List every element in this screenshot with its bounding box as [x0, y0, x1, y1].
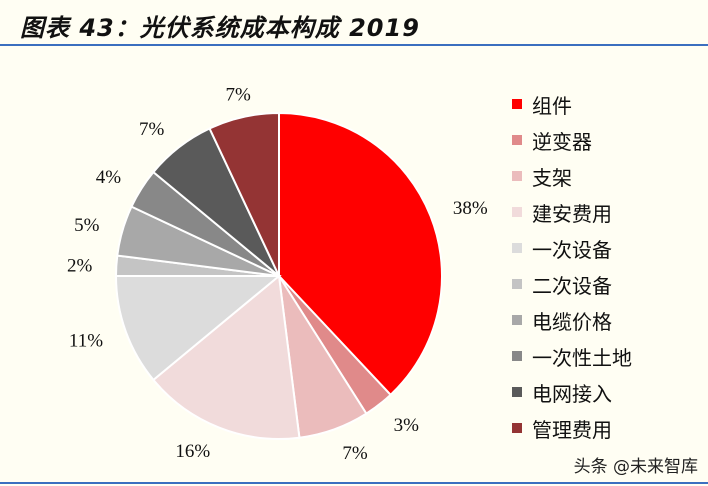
legend-item-8: 电网接入: [512, 374, 632, 410]
legend-swatch-5: [512, 279, 522, 289]
legend-swatch-1: [512, 135, 522, 145]
legend-item-1: 逆变器: [512, 122, 632, 158]
slice-label-8: 7%: [139, 119, 165, 140]
legend-swatch-6: [512, 315, 522, 325]
legend-label-1: 逆变器: [532, 129, 592, 154]
legend-swatch-7: [512, 351, 522, 361]
slice-label-4: 11%: [69, 330, 103, 351]
legend-swatch-9: [512, 423, 522, 433]
legend-label-0: 组件: [532, 93, 572, 118]
legend-item-4: 一次设备: [512, 230, 632, 266]
legend-label-7: 一次性土地: [532, 345, 632, 370]
pie-slice-4: [114, 275, 282, 382]
legend: 组件逆变器支架建安费用一次设备二次设备电缆价格一次性土地电网接入管理费用: [512, 86, 632, 446]
pie-slice-0: [278, 111, 443, 397]
legend-swatch-8: [512, 387, 522, 397]
title-divider: [0, 44, 708, 46]
legend-swatch-4: [512, 243, 522, 253]
legend-item-3: 建安费用: [512, 194, 632, 230]
slice-label-9: 7%: [226, 85, 252, 106]
slice-label-0: 38%: [453, 198, 488, 219]
legend-swatch-3: [512, 207, 522, 217]
chart-title: 图表 43：光伏系统成本构成 2019: [20, 14, 420, 42]
slice-label-6: 5%: [74, 215, 100, 236]
pie-slice-3: [151, 274, 301, 440]
legend-swatch-0: [512, 99, 522, 109]
legend-item-6: 电缆价格: [512, 302, 632, 338]
legend-label-2: 支架: [532, 165, 572, 190]
legend-item-2: 支架: [512, 158, 632, 194]
slice-label-2: 7%: [342, 443, 368, 464]
legend-item-0: 组件: [512, 86, 632, 122]
watermark: 头条 @未来智库: [573, 457, 698, 477]
legend-label-4: 一次设备: [532, 237, 612, 262]
slice-label-1: 3%: [394, 415, 420, 436]
slice-label-5: 2%: [67, 255, 93, 276]
bottom-divider: [0, 482, 708, 484]
legend-label-9: 管理费用: [532, 417, 612, 442]
legend-item-5: 二次设备: [512, 266, 632, 302]
legend-label-3: 建安费用: [532, 201, 612, 226]
legend-label-6: 电缆价格: [532, 309, 612, 334]
legend-swatch-2: [512, 171, 522, 181]
legend-label-8: 电网接入: [532, 381, 612, 406]
pie-slice-9: [208, 111, 280, 277]
legend-item-7: 一次性土地: [512, 338, 632, 374]
slice-label-3: 16%: [175, 441, 210, 462]
legend-item-9: 管理费用: [512, 410, 632, 446]
legend-label-5: 二次设备: [532, 273, 612, 298]
slice-label-7: 4%: [96, 167, 122, 188]
